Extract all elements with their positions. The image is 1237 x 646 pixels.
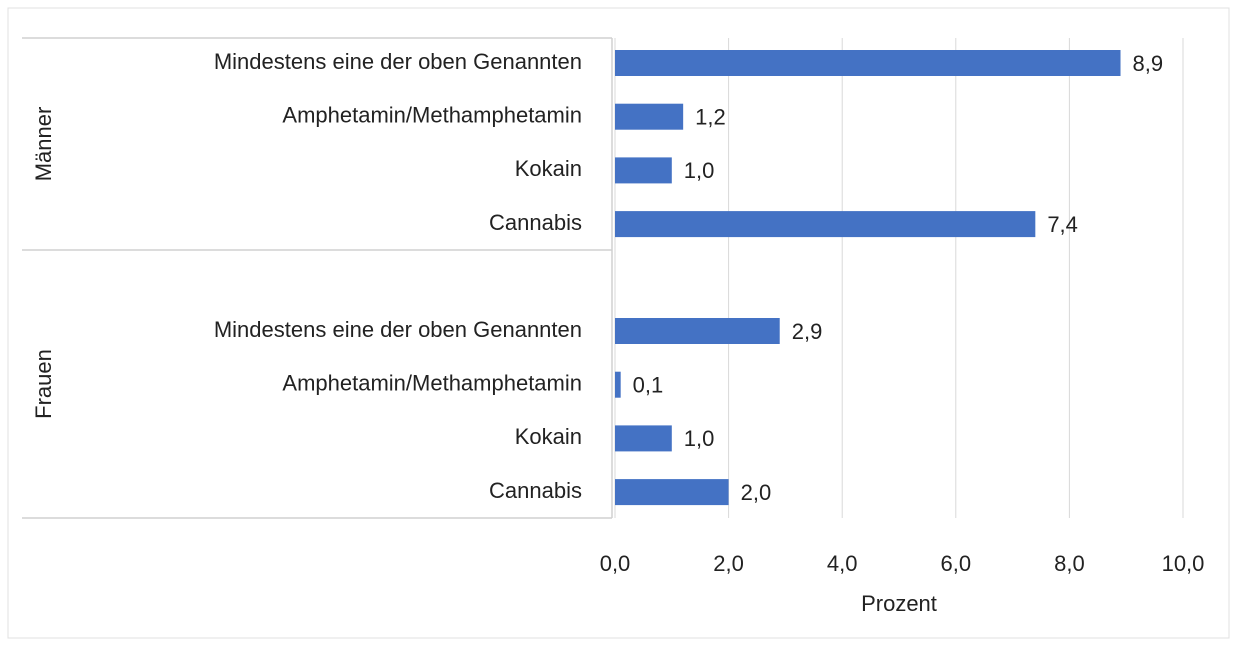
x-axis-title: Prozent — [861, 591, 937, 616]
y-tick-label: Amphetamin/Methamphetamin — [282, 103, 582, 128]
y-tick-label: Cannabis — [489, 210, 582, 235]
x-tick-label: 0,0 — [600, 551, 631, 576]
value-label: 2,9 — [792, 319, 823, 344]
bar — [615, 479, 729, 506]
y-tick-label: Amphetamin/Methamphetamin — [282, 371, 582, 396]
value-label: 2,0 — [741, 480, 772, 505]
y-tick-label: Mindestens eine der oben Genannten — [214, 49, 582, 74]
value-label: 1,0 — [684, 158, 715, 183]
bar — [615, 211, 1036, 238]
y-tick-label: Mindestens eine der oben Genannten — [214, 317, 582, 342]
chart-border — [7, 7, 1230, 639]
x-tick-label: 8,0 — [1054, 551, 1085, 576]
y-tick-label: Cannabis — [489, 478, 582, 503]
value-label: 8,9 — [1133, 51, 1164, 76]
value-label: 0,1 — [633, 373, 664, 398]
x-tick-label: 6,0 — [941, 551, 972, 576]
group-label: Männer — [31, 107, 56, 182]
x-tick-label: 10,0 — [1162, 551, 1205, 576]
y-tick-label: Kokain — [515, 424, 582, 449]
value-label: 7,4 — [1047, 212, 1078, 237]
value-label: 1,2 — [695, 105, 726, 130]
y-tick-label: Kokain — [515, 156, 582, 181]
x-tick-label: 4,0 — [827, 551, 858, 576]
bar — [615, 50, 1121, 76]
bar — [615, 425, 672, 452]
bar — [615, 103, 684, 130]
group-label: Frauen — [31, 349, 56, 419]
x-tick-label: 2,0 — [713, 551, 744, 576]
bar — [615, 371, 621, 398]
bar — [615, 318, 780, 344]
bar — [615, 157, 672, 184]
value-label: 1,0 — [684, 426, 715, 451]
